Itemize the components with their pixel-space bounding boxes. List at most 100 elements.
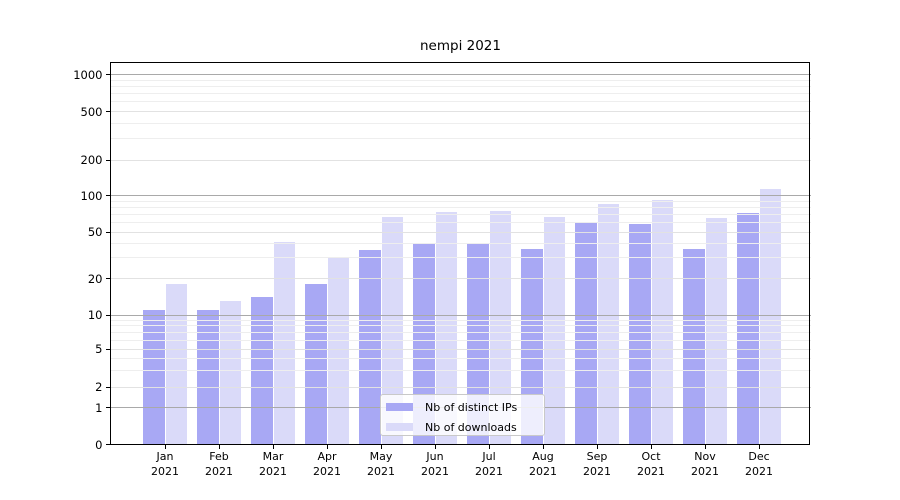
x-tick-label-nov: Nov 2021 <box>691 450 719 478</box>
x-tick-label-mar: Mar 2021 <box>259 450 287 478</box>
bar-oct-distinct-ips <box>629 224 651 445</box>
y-tick-mark <box>106 195 110 197</box>
x-tick-mark <box>542 445 544 449</box>
x-tick-mark <box>704 445 706 449</box>
bar-jul-downloads <box>489 210 511 445</box>
gridline-minor <box>110 200 811 202</box>
y-tick-mark <box>106 278 110 279</box>
bar-aug-downloads <box>543 216 565 445</box>
bar-oct-downloads <box>651 200 673 445</box>
bar-apr-downloads <box>327 257 349 445</box>
legend-label: Nb of distinct IPs <box>425 400 518 414</box>
bar-mar-downloads <box>273 242 295 445</box>
x-tick-mark <box>434 445 436 449</box>
x-tick-mark <box>272 445 274 449</box>
gridline-minor <box>110 213 811 215</box>
gridline-minor <box>110 122 811 124</box>
bar-dec-distinct-ips <box>737 212 759 445</box>
legend-entry: Nb of distinct IPs <box>386 397 517 417</box>
x-tick-mark <box>164 445 166 449</box>
x-tick-label-dec: Dec 2021 <box>745 450 773 478</box>
bar-feb-distinct-ips <box>197 309 219 445</box>
gridline-major <box>110 111 811 112</box>
y-tick-label: 10 <box>87 308 103 322</box>
y-tick-label: 500 <box>80 104 103 119</box>
bar-nov-downloads <box>705 218 727 445</box>
bar-feb-downloads <box>219 301 241 445</box>
x-tick-mark <box>326 445 328 449</box>
x-tick-label-oct: Oct 2021 <box>637 450 665 478</box>
gridline-minor <box>110 257 811 259</box>
gridline-minor <box>110 138 811 140</box>
x-tick-label-jun: Jun 2021 <box>421 450 449 478</box>
legend-label: Nb of downloads <box>425 420 517 434</box>
y-tick-mark <box>106 159 110 161</box>
x-tick-label-may: May 2021 <box>367 450 395 478</box>
x-tick-mark <box>218 445 220 449</box>
gridline-major <box>110 159 811 161</box>
x-tick-label-apr: Apr 2021 <box>313 450 341 478</box>
gridline-minor <box>110 357 811 359</box>
gridline-minor <box>110 339 811 341</box>
y-tick-mark <box>106 407 110 408</box>
gridline-power10 <box>110 195 811 197</box>
y-tick-label: 20 <box>87 271 103 286</box>
bar-jun-downloads <box>435 212 457 445</box>
bar-sep-downloads <box>597 204 619 445</box>
gridline-major <box>110 278 811 279</box>
gridline-minor <box>110 101 811 103</box>
x-tick-label-sep: Sep 2021 <box>583 450 611 478</box>
y-tick-label: 1 <box>95 400 103 415</box>
gridline-minor <box>110 319 811 321</box>
bar-may-distinct-ips <box>359 250 381 445</box>
y-tick-mark <box>106 314 110 316</box>
x-tick-mark <box>488 445 490 449</box>
bar-jan-downloads <box>165 284 187 445</box>
gridline-minor <box>110 325 811 327</box>
y-tick-label: 50 <box>87 225 103 239</box>
gridline-minor <box>110 85 811 87</box>
y-tick-label: 100 <box>80 188 103 203</box>
gridline-power10 <box>110 74 811 75</box>
legend-swatch-distinct-ips <box>386 402 413 412</box>
gridline-minor <box>110 79 811 81</box>
y-tick-mark <box>106 111 110 112</box>
x-tick-label-aug: Aug 2021 <box>529 450 557 478</box>
gridline-major <box>110 386 811 388</box>
legend: Nb of distinct IPs Nb of downloads <box>380 394 545 436</box>
bar-may-downloads <box>381 217 403 445</box>
gridline-minor <box>110 242 811 244</box>
y-tick-mark <box>106 348 110 350</box>
x-tick-label-jan: Jan 2021 <box>151 450 179 478</box>
y-tick-mark <box>106 386 110 388</box>
y-tick-mark <box>106 74 110 75</box>
gridline-power10 <box>110 314 811 316</box>
chart-title: nempi 2021 <box>420 38 501 54</box>
gridline-major <box>110 231 811 233</box>
x-tick-mark <box>650 445 652 449</box>
legend-entry: Nb of downloads <box>386 417 517 437</box>
y-tick-label: 2 <box>95 380 103 394</box>
x-tick-label-jul: Jul 2021 <box>475 450 503 478</box>
gridline-minor <box>110 331 811 333</box>
x-tick-mark <box>596 445 598 449</box>
y-tick-label: 200 <box>80 153 103 167</box>
gridline-minor <box>110 93 811 95</box>
y-tick-label: 0 <box>95 437 103 452</box>
legend-swatch-downloads <box>386 422 413 432</box>
gridline-minor <box>110 206 811 208</box>
bar-jan-distinct-ips <box>143 309 165 445</box>
bar-dec-downloads <box>759 189 781 445</box>
bar-apr-distinct-ips <box>305 284 327 445</box>
gridline-major <box>110 348 811 350</box>
x-tick-mark <box>758 445 760 449</box>
y-tick-mark <box>106 444 110 445</box>
gridline-minor <box>110 221 811 223</box>
y-tick-mark <box>106 231 110 233</box>
x-tick-label-feb: Feb 2021 <box>205 450 233 478</box>
x-tick-mark <box>380 445 382 449</box>
